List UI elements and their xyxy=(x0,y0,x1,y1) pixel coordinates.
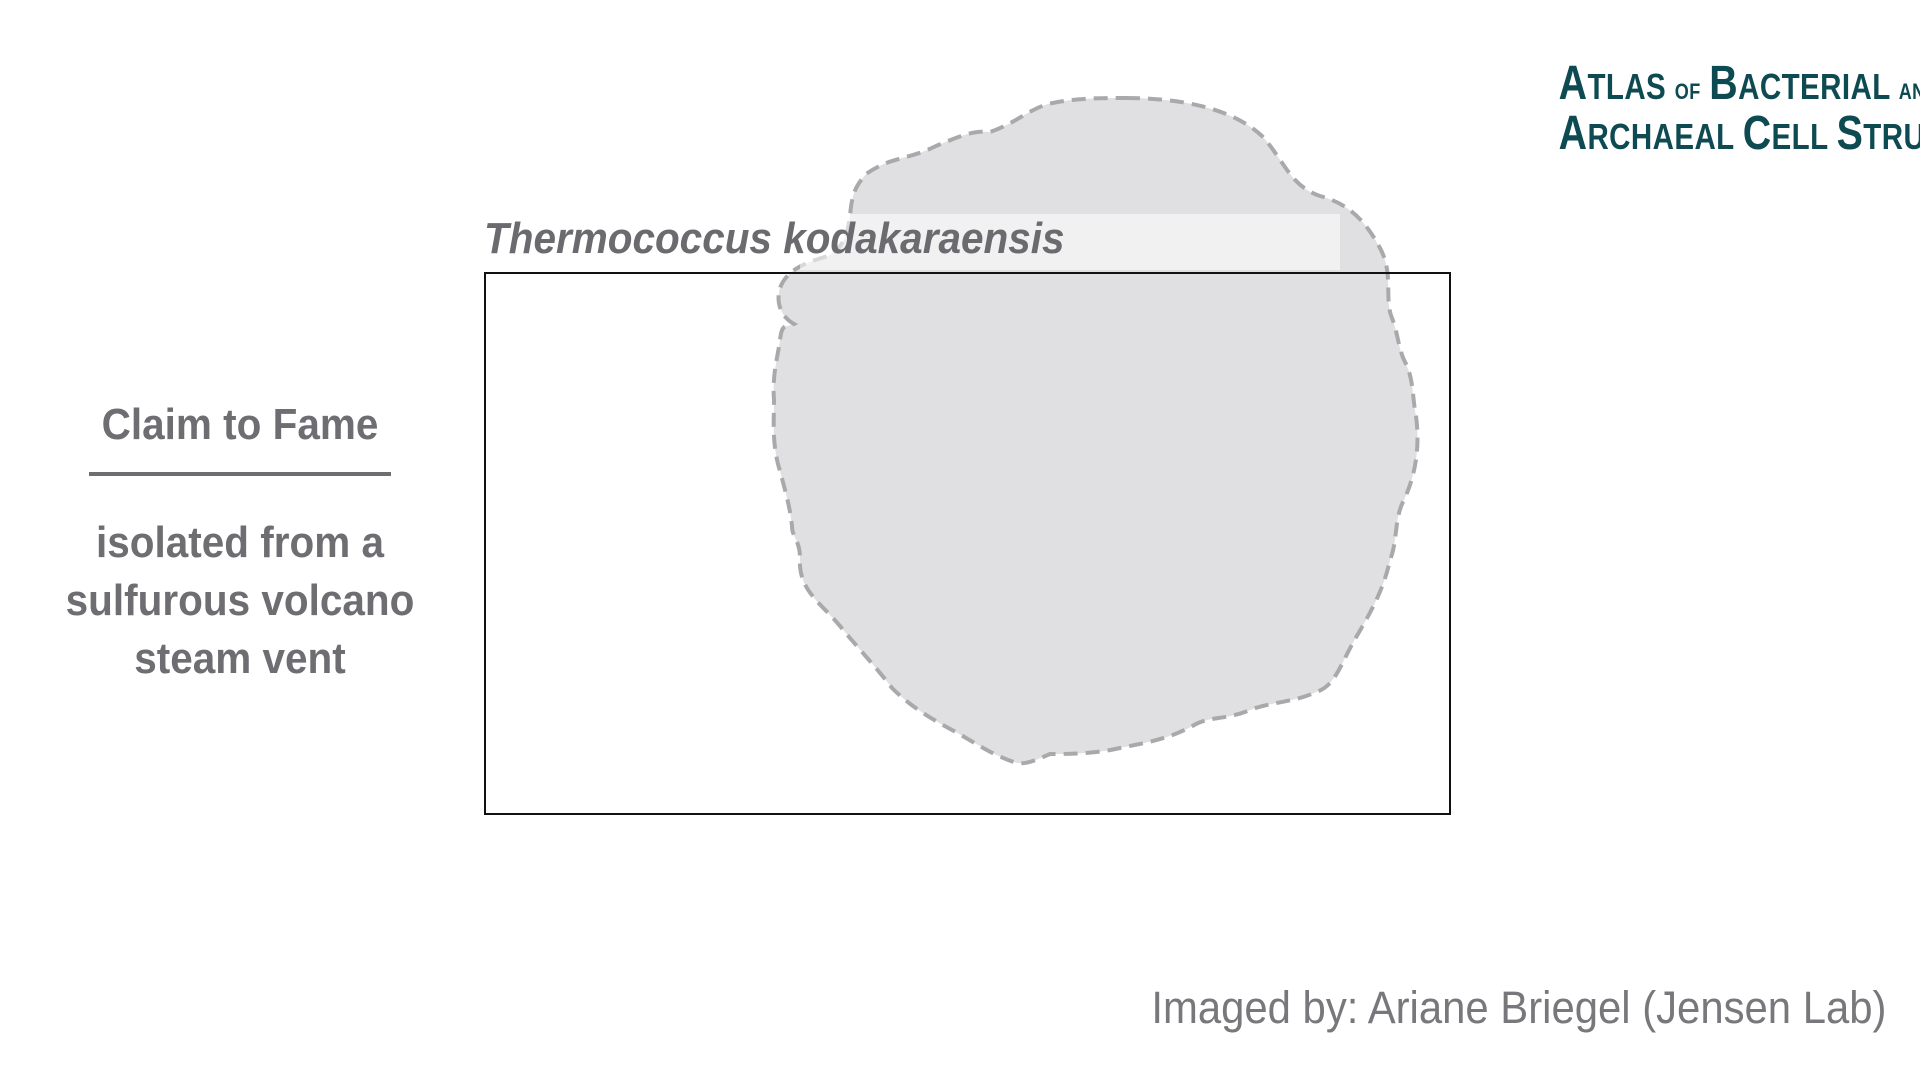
logo-line-2: ARCHAEAL CELL STRUCTURE xyxy=(1558,107,1920,160)
logo-line-1: ATLAS OF BACTERIAL AND xyxy=(1558,57,1920,110)
species-title: Thermococcus kodakaraensis xyxy=(484,214,1065,263)
claim-text-line-1: isolated from a xyxy=(96,518,384,567)
image-frame xyxy=(484,272,1451,815)
title-highlight xyxy=(800,214,1340,270)
atlas-logo: ATLAS OF BACTERIAL AND ARCHAEAL CELL STR… xyxy=(1528,57,1920,160)
claim-divider xyxy=(89,472,391,476)
claim-text-line-2: sulfurous volcano xyxy=(65,576,415,625)
image-credit: Imaged by: Ariane Briegel (Jensen Lab) xyxy=(1150,982,1886,1033)
claim-text-line-3: steam vent xyxy=(134,634,346,683)
claim-title: Claim to Fame xyxy=(101,400,379,449)
claim-to-fame: Claim to Fame isolated from a sulfurous … xyxy=(40,400,440,688)
